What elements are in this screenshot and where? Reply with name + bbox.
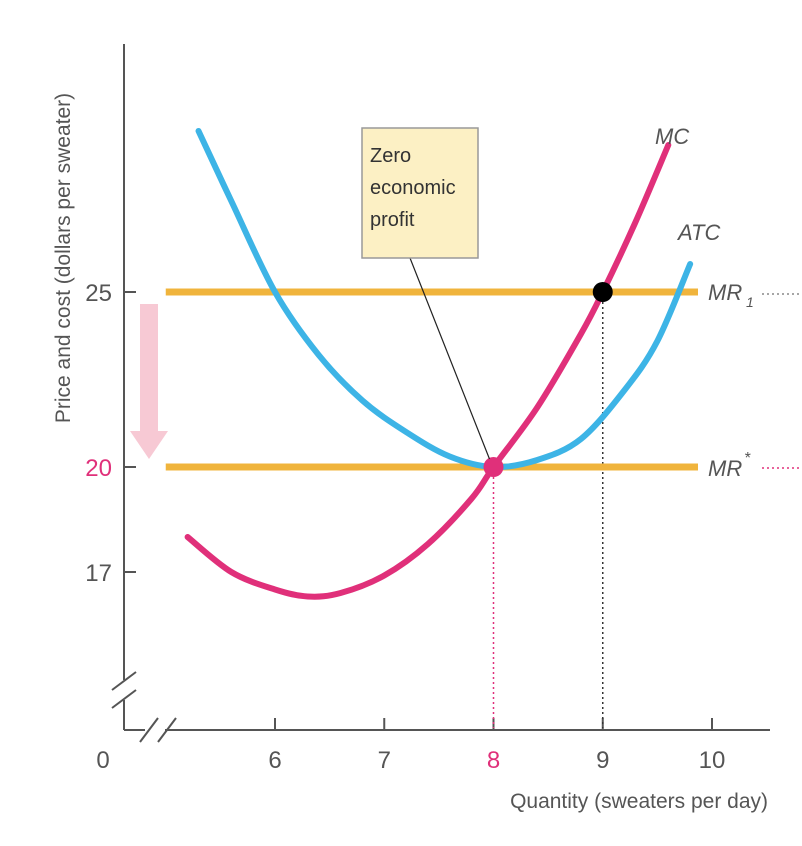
y-axis-title: Price and cost (dollars per sweater) [52,93,75,423]
x-axis-break [139,717,177,743]
y-tick-label: 17 [85,560,112,587]
mc-label: MC [655,124,689,149]
annotation-text-3: profit [370,209,415,231]
x-tick-label: 10 [699,747,726,774]
x-ticks: 6 7 8 9 10 [268,718,725,774]
y-tick-label: 20 [85,455,112,482]
x-tick-label: 8 [487,747,500,774]
mrstar-label-sup: * [744,450,751,467]
mr1-label-text: MR [708,280,742,305]
series-atc-curve [195,128,694,471]
points-layer [483,282,613,477]
mrstar-label-text: MR [708,456,742,481]
atc-label: ATC [676,220,720,245]
drop-lines [492,292,604,728]
y-ticks: 17 20 25 [85,280,136,587]
data-point [483,457,504,477]
x-tick-label: 7 [378,747,391,774]
annotation-text-1: Zero [370,145,411,167]
annotation-leader [409,257,491,460]
data-point [592,282,613,302]
annotation-box [361,127,479,259]
mr1-label: MR 1 [708,280,754,310]
x-tick-label: 9 [596,747,609,774]
annotation-text-2: economic [370,177,456,199]
series-layer [165,128,698,600]
origin-label: 0 [96,747,109,774]
mrstar-label: MR * [708,450,751,481]
x-axis-title: Quantity (sweaters per day) [510,790,768,813]
price-fall-arrow [130,304,168,459]
y-tick-label: 25 [85,280,112,307]
y-axis-break [111,671,137,709]
x-tick-label: 6 [268,747,281,774]
mr1-label-sub: 1 [746,294,754,310]
